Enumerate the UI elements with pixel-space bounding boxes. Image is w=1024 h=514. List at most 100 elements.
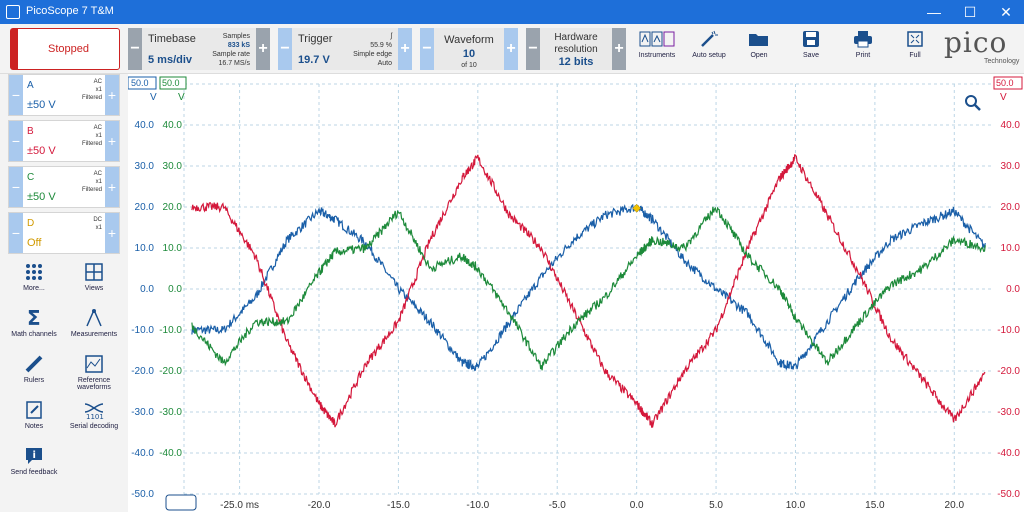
samples-value[interactable]: 833 kS xyxy=(227,42,250,49)
more-button[interactable]: More... xyxy=(6,262,62,292)
trigger-decrease-button[interactable]: − xyxy=(278,28,292,70)
magic-wand-icon xyxy=(701,30,718,47)
waveform-value[interactable]: 10 xyxy=(462,48,476,60)
math-channels-button[interactable]: Σ Math channels xyxy=(11,308,57,338)
resolution-increase-button[interactable]: + xyxy=(612,28,626,70)
minimize-icon[interactable]: — xyxy=(927,4,941,20)
run-stop-button[interactable]: Stopped xyxy=(10,28,120,70)
views-grid-icon xyxy=(85,263,103,281)
resolution-group: − Hardware resolution 12 bits + xyxy=(526,28,626,70)
send-feedback-button[interactable]: i Send feedback xyxy=(6,446,62,476)
channel-d-increase-button[interactable]: + xyxy=(105,213,119,253)
instruments-button[interactable]: Instruments xyxy=(632,30,682,70)
channel-b-panel[interactable]: − B ±50 V AC x1 Filtered + xyxy=(8,120,120,162)
y-tick-label-a: 30.0 xyxy=(135,161,155,172)
trigger-level-value[interactable]: 19.7 V xyxy=(298,54,330,66)
channel-b-range[interactable]: ±50 V xyxy=(27,145,56,157)
instruments-icon xyxy=(639,31,675,47)
series-b-trace xyxy=(191,154,986,428)
channel-a-decrease-button[interactable]: − xyxy=(9,75,23,115)
waveform-previous-button[interactable]: − xyxy=(420,28,434,70)
y-tick-label-c: -20.0 xyxy=(159,366,182,377)
maximize-icon[interactable]: ☐ xyxy=(963,3,977,20)
channel-c-increase-button[interactable]: + xyxy=(105,167,119,207)
oscilloscope-view[interactable]: 50.0 40.0 30.0 20.0 10.0 0.0 -10.0 -20.0 -30.0 -4… xyxy=(127,74,1024,512)
zoom-icon[interactable] xyxy=(965,95,977,107)
channel-a-filter[interactable]: Filtered xyxy=(81,95,102,101)
y-tick-label-b: 0.0 xyxy=(1006,284,1020,295)
trigger-type[interactable]: Auto xyxy=(377,60,392,67)
timebase-value[interactable]: 5 ms/div xyxy=(148,54,193,66)
trigger-increase-button[interactable]: + xyxy=(398,28,412,70)
channel-d-range[interactable]: Off xyxy=(27,237,42,249)
y-tick-label-b: -50.0 xyxy=(997,489,1020,500)
timebase-increase-button[interactable]: + xyxy=(256,28,270,70)
channel-c-coupling[interactable]: AC xyxy=(93,171,102,177)
channel-c-range[interactable]: ±50 V xyxy=(27,191,56,203)
compass-icon xyxy=(86,309,102,327)
toolbar: Stopped − Timebase 5 ms/div Samples 833 … xyxy=(0,24,1024,74)
channel-c-name: C xyxy=(27,172,35,183)
sample-rate-value[interactable]: 16.7 MS/s xyxy=(218,60,250,67)
window-title: PicoScope 7 T&M xyxy=(26,5,114,17)
fullscreen-icon xyxy=(907,31,923,47)
timebase-decrease-button[interactable]: − xyxy=(128,28,142,70)
trigger-mode[interactable]: Simple edge xyxy=(353,51,392,58)
scope-chart[interactable]: 50.0 40.0 30.0 20.0 10.0 0.0 -10.0 -20.0 -30.0 -4… xyxy=(127,74,1024,512)
y-tick-label-c: 40.0 xyxy=(163,120,183,131)
waveform-next-button[interactable]: + xyxy=(504,28,518,70)
serial-decoding-icon: 1101 xyxy=(84,403,104,420)
y-tick-label-b: 30.0 xyxy=(1001,161,1021,172)
channel-b-decrease-button[interactable]: − xyxy=(9,121,23,161)
channel-d-coupling[interactable]: DC xyxy=(93,217,102,223)
svg-text:1101: 1101 xyxy=(86,413,104,420)
series-c-trace xyxy=(191,206,986,371)
print-button[interactable]: Print xyxy=(838,30,888,70)
channel-b-increase-button[interactable]: + xyxy=(105,121,119,161)
channel-d-probe[interactable]: x1 xyxy=(95,225,102,231)
channel-b-filter[interactable]: Filtered xyxy=(81,141,102,147)
save-button[interactable]: Save xyxy=(786,30,836,70)
close-icon[interactable]: ✕ xyxy=(1000,3,1012,20)
axis-unit-label: V xyxy=(150,92,157,103)
views-button[interactable]: Views xyxy=(66,262,122,292)
folder-icon xyxy=(749,34,768,46)
channel-a-probe[interactable]: x1 xyxy=(95,87,102,93)
y-tick-label-a: 10.0 xyxy=(135,243,155,254)
feedback-icon: i xyxy=(26,448,42,464)
channel-b-coupling[interactable]: AC xyxy=(93,125,102,131)
resolution-label: Hardware resolution xyxy=(554,32,598,55)
y-tick-label-b: 20.0 xyxy=(1001,202,1021,213)
reference-waveforms-button[interactable]: Reference waveforms xyxy=(66,354,122,391)
x-tick-label: -25.0 ms xyxy=(220,500,259,511)
channel-a-panel[interactable]: − A ±50 V AC x1 Filtered + xyxy=(8,74,120,116)
waveform-count: of 10 xyxy=(461,62,477,69)
channel-d-decrease-button[interactable]: − xyxy=(9,213,23,253)
serial-decoding-button[interactable]: 1101 Serial decoding xyxy=(66,400,122,430)
resolution-decrease-button[interactable]: − xyxy=(526,28,540,70)
rulers-button[interactable]: Rulers xyxy=(6,354,62,384)
channel-c-probe[interactable]: x1 xyxy=(95,179,102,185)
trigger-edge-icon[interactable]: ʃ xyxy=(390,33,392,40)
y-tick-label-a: -20.0 xyxy=(131,366,154,377)
resolution-value[interactable]: 12 bits xyxy=(558,56,594,68)
y-tick-label-b: 40.0 xyxy=(1001,120,1021,131)
printer-icon xyxy=(854,31,872,48)
channel-a-coupling[interactable]: AC xyxy=(93,79,102,85)
channel-a-increase-button[interactable]: + xyxy=(105,75,119,115)
channel-b-probe[interactable]: x1 xyxy=(95,133,102,139)
measurements-button[interactable]: Measurements xyxy=(66,308,122,338)
channel-a-range[interactable]: ±50 V xyxy=(27,99,56,111)
open-button[interactable]: Open xyxy=(734,30,784,70)
time-ruler-handle[interactable] xyxy=(165,494,197,511)
auto-setup-button[interactable]: Auto setup xyxy=(684,30,734,70)
channel-c-panel[interactable]: − C ±50 V AC x1 Filtered + xyxy=(8,166,120,208)
notes-button[interactable]: Notes xyxy=(6,400,62,430)
axis-unit-label: V xyxy=(178,92,185,103)
svg-text:i: i xyxy=(33,450,36,461)
channel-c-filter[interactable]: Filtered xyxy=(81,187,102,193)
channel-c-decrease-button[interactable]: − xyxy=(9,167,23,207)
trigger-percent[interactable]: 55.9 % xyxy=(370,42,392,49)
full-screen-button[interactable]: Full xyxy=(890,30,940,70)
channel-d-panel[interactable]: − D Off DC x1 + xyxy=(8,212,120,254)
